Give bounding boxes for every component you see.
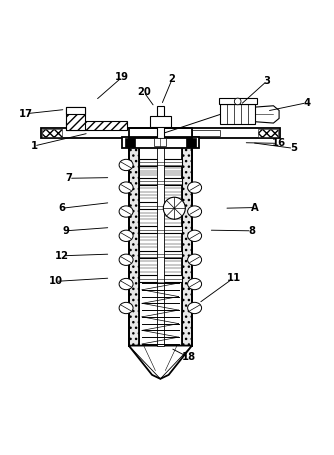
Bar	[122, 137, 199, 148]
Text: 7: 7	[65, 173, 72, 183]
Bar	[157, 138, 164, 346]
Text: 11: 11	[226, 273, 241, 283]
Ellipse shape	[188, 254, 202, 265]
Bar	[150, 116, 171, 127]
Polygon shape	[255, 106, 279, 123]
Circle shape	[234, 98, 241, 105]
Bar	[139, 177, 182, 185]
Bar	[139, 202, 182, 209]
Text: A: A	[251, 202, 259, 212]
Bar	[182, 138, 192, 346]
Ellipse shape	[188, 206, 202, 217]
Bar	[129, 138, 139, 346]
Bar	[139, 159, 182, 166]
Text: 9: 9	[62, 226, 69, 236]
Text: 10: 10	[48, 276, 62, 286]
Text: 8: 8	[248, 226, 255, 236]
Ellipse shape	[119, 278, 133, 290]
Bar	[220, 105, 255, 124]
Bar	[42, 129, 62, 136]
Ellipse shape	[119, 159, 133, 171]
Bar	[186, 138, 196, 147]
Text: 20: 20	[137, 87, 151, 97]
Ellipse shape	[188, 302, 202, 313]
Ellipse shape	[188, 182, 202, 193]
Bar	[129, 128, 192, 138]
Text: 4: 4	[303, 98, 310, 108]
Bar	[139, 226, 182, 233]
Bar	[65, 107, 85, 114]
Text: 3: 3	[263, 76, 270, 86]
Bar	[65, 121, 127, 130]
Text: 17: 17	[19, 109, 33, 119]
Ellipse shape	[119, 254, 133, 265]
Bar	[157, 106, 164, 138]
Text: 1: 1	[30, 141, 37, 151]
Ellipse shape	[119, 182, 133, 193]
Circle shape	[163, 197, 185, 219]
Text: 16: 16	[271, 138, 286, 148]
Bar	[192, 130, 220, 136]
Ellipse shape	[119, 206, 133, 217]
Bar	[65, 107, 85, 130]
Bar	[259, 129, 279, 136]
Ellipse shape	[188, 230, 202, 242]
Ellipse shape	[119, 230, 133, 242]
Text: 12: 12	[55, 251, 69, 261]
Text: 19: 19	[115, 72, 129, 82]
Text: 5: 5	[290, 143, 297, 153]
Text: 6: 6	[59, 203, 66, 213]
Ellipse shape	[119, 302, 133, 313]
Ellipse shape	[188, 278, 202, 290]
Bar	[218, 98, 257, 105]
Bar	[139, 275, 182, 283]
Bar	[139, 251, 182, 258]
Bar	[125, 138, 135, 147]
Bar	[41, 128, 280, 138]
Text: 18: 18	[182, 352, 196, 362]
Bar	[154, 138, 166, 147]
Polygon shape	[129, 346, 192, 379]
Text: 2: 2	[169, 75, 175, 85]
